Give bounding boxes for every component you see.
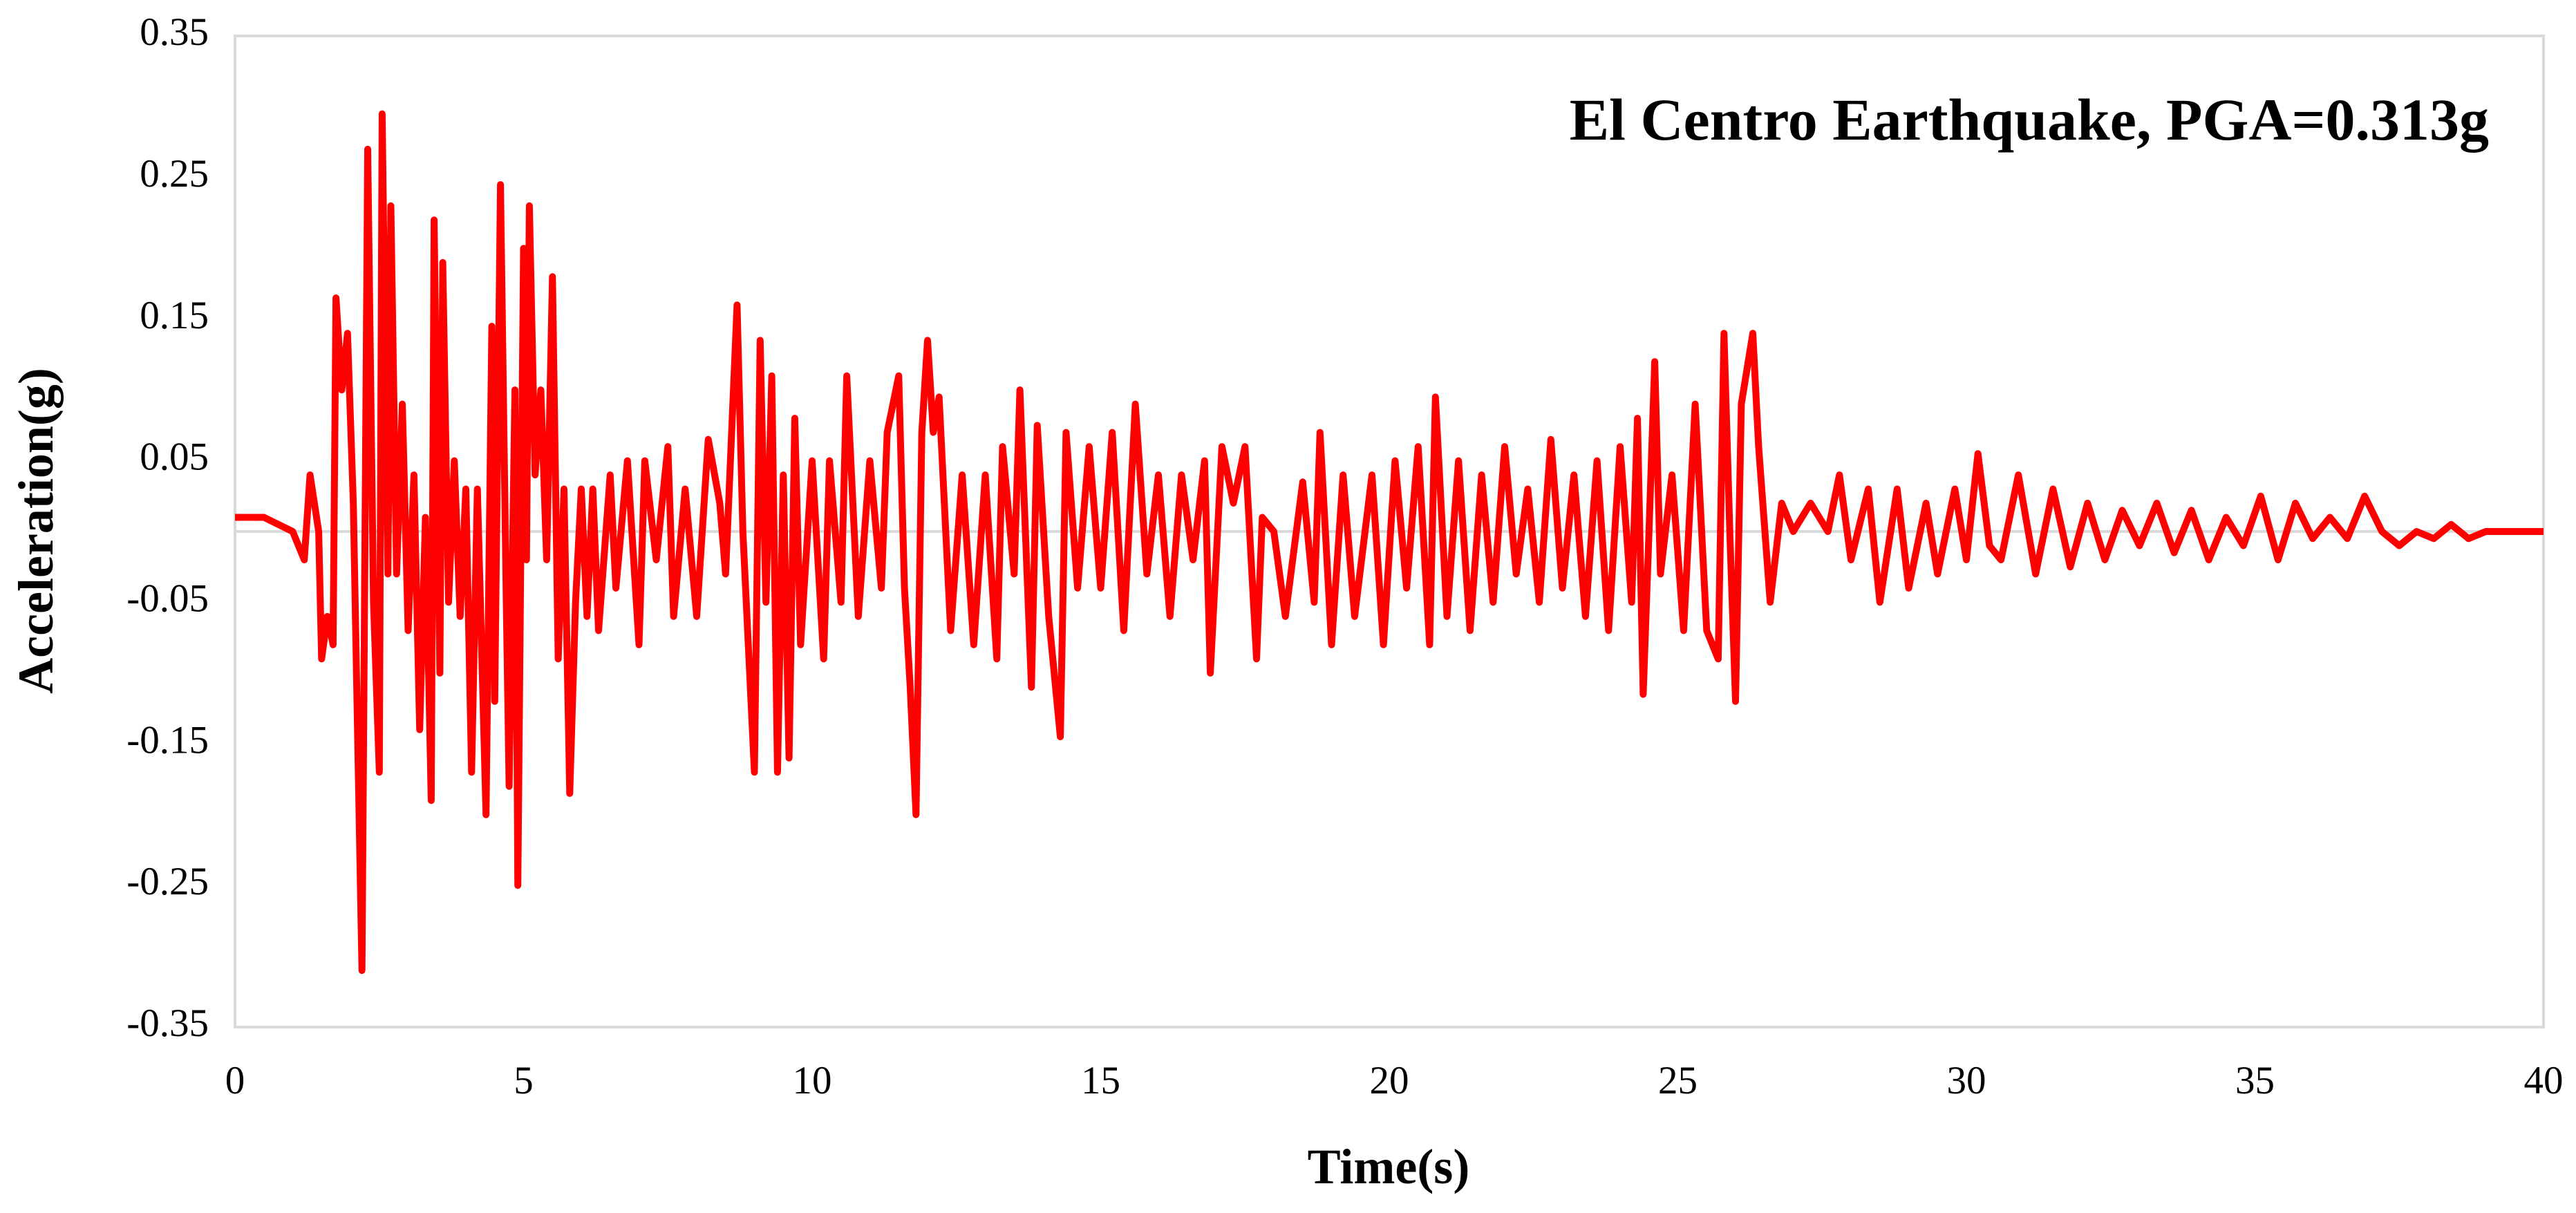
x-tick-label: 0 [225, 1059, 245, 1102]
x-tick-label: 15 [1081, 1059, 1120, 1102]
x-tick-label: 10 [793, 1059, 832, 1102]
y-tick-label: 0.25 [140, 152, 209, 196]
x-tick-label: 40 [2524, 1059, 2564, 1102]
y-tick-label: -0.15 [126, 718, 209, 762]
x-tick-label: 30 [1947, 1059, 1986, 1102]
x-tick-label: 5 [514, 1059, 534, 1102]
x-axis-label: Time(s) [1308, 1139, 1470, 1194]
y-tick-label: -0.05 [126, 577, 209, 621]
y-tick-label: 0.05 [140, 435, 209, 479]
y-axis-label: Acceleration(g) [8, 368, 64, 694]
x-tick-label: 35 [2235, 1059, 2275, 1102]
y-tick-label: -0.25 [126, 860, 209, 903]
x-tick-label: 20 [1370, 1059, 1409, 1102]
y-tick-label: 0.15 [140, 294, 209, 337]
data-line [235, 110, 2544, 975]
x-tick-label: 25 [1658, 1059, 1698, 1102]
y-tick-label: 0.35 [140, 10, 209, 54]
chart-title: El Centro Earthquake, PGA=0.313g [1570, 86, 2489, 153]
y-tick-label: -0.35 [126, 1002, 209, 1045]
